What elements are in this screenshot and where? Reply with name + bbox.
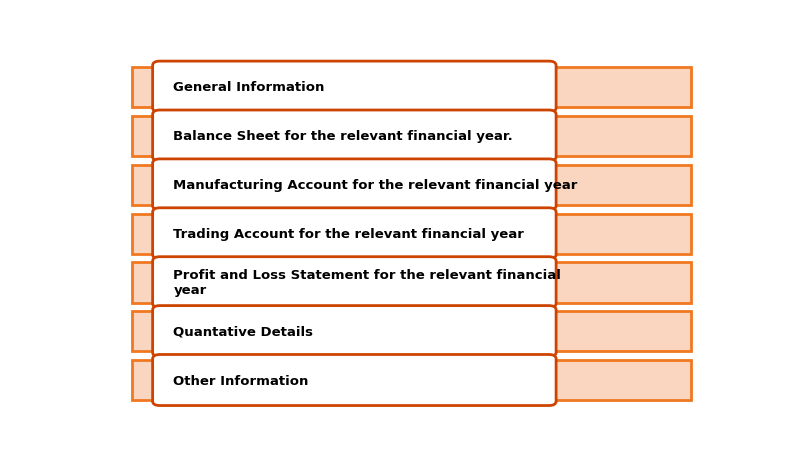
Text: Manufacturing Account for the relevant financial year: Manufacturing Account for the relevant f… <box>174 179 577 192</box>
Text: Profit and Loss Statement for the relevant financial
year: Profit and Loss Statement for the releva… <box>174 269 562 297</box>
FancyBboxPatch shape <box>152 208 556 259</box>
FancyBboxPatch shape <box>133 117 690 156</box>
Text: Other Information: Other Information <box>174 374 309 387</box>
FancyBboxPatch shape <box>152 355 556 406</box>
FancyBboxPatch shape <box>152 111 556 162</box>
FancyBboxPatch shape <box>133 360 690 400</box>
Text: General Information: General Information <box>174 81 325 94</box>
FancyBboxPatch shape <box>152 62 556 113</box>
FancyBboxPatch shape <box>133 214 690 254</box>
FancyBboxPatch shape <box>133 263 690 303</box>
Text: Quantative Details: Quantative Details <box>174 325 314 338</box>
FancyBboxPatch shape <box>152 306 556 357</box>
FancyBboxPatch shape <box>152 257 556 308</box>
FancyBboxPatch shape <box>133 312 690 352</box>
FancyBboxPatch shape <box>133 68 690 108</box>
FancyBboxPatch shape <box>133 165 690 205</box>
FancyBboxPatch shape <box>152 160 556 211</box>
Text: Trading Account for the relevant financial year: Trading Account for the relevant financi… <box>174 227 525 240</box>
Text: Balance Sheet for the relevant financial year.: Balance Sheet for the relevant financial… <box>174 130 514 143</box>
